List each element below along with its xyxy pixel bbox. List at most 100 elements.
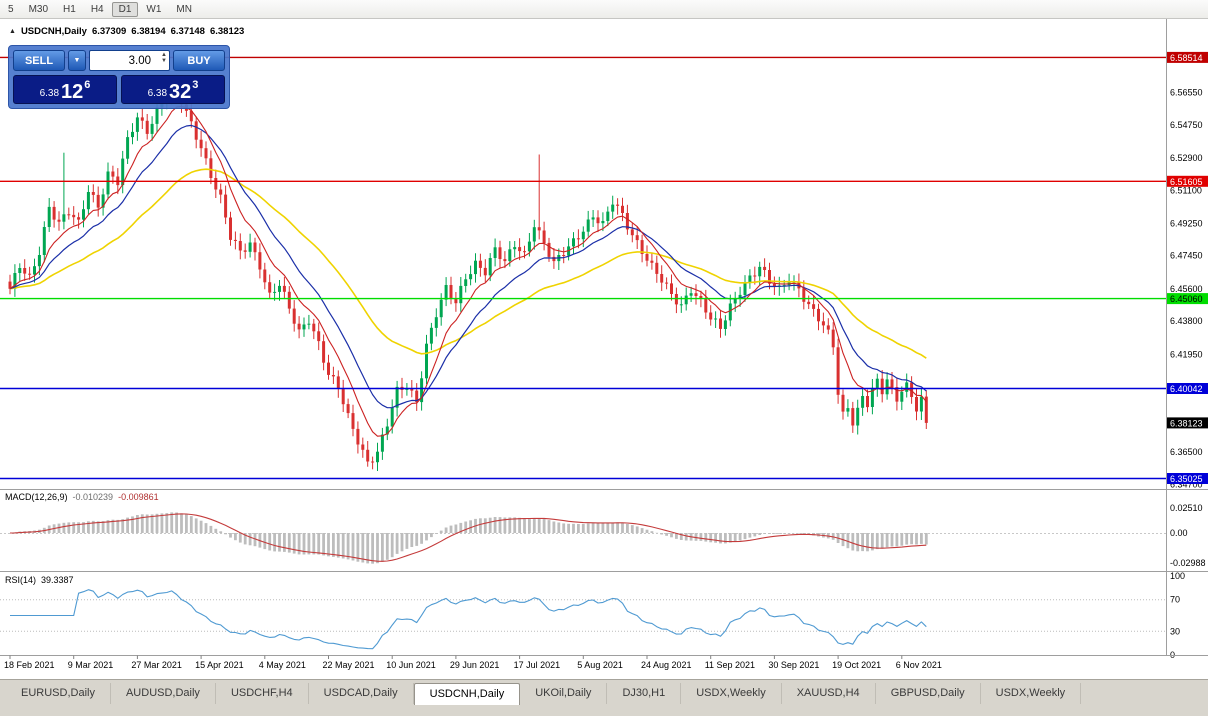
- buy-button[interactable]: BUY: [173, 50, 225, 71]
- tab-dj30-h1-6[interactable]: DJ30,H1: [607, 683, 682, 704]
- svg-text:9 Mar 2021: 9 Mar 2021: [68, 660, 114, 670]
- svg-text:6.58514: 6.58514: [1170, 53, 1203, 63]
- svg-text:6.36500: 6.36500: [1170, 447, 1203, 457]
- svg-text:6.43800: 6.43800: [1170, 316, 1203, 326]
- svg-text:6.51100: 6.51100: [1170, 185, 1202, 195]
- volume-input[interactable]: 3.00 ▲ ▼: [89, 50, 170, 71]
- svg-text:27 Mar 2021: 27 Mar 2021: [131, 660, 182, 670]
- rsi-indicator-label: RSI(14) 39.3387: [5, 575, 74, 585]
- tab-usdx-weekly-10[interactable]: USDX,Weekly: [981, 683, 1082, 704]
- svg-text:10 Jun 2021: 10 Jun 2021: [386, 660, 436, 670]
- tab-audusd-daily-1[interactable]: AUDUSD,Daily: [111, 683, 216, 704]
- svg-text:70: 70: [1170, 595, 1180, 605]
- trade-prices-row: 6.38 12 6 6.38 32 3: [13, 75, 225, 104]
- svg-text:6 Nov 2021: 6 Nov 2021: [896, 660, 942, 670]
- ohlc-low: 6.37148: [170, 26, 205, 37]
- timeframe-button-d1[interactable]: D1: [111, 1, 139, 17]
- timeframe-button-h1[interactable]: H1: [63, 3, 76, 15]
- svg-text:6.34700: 6.34700: [1170, 479, 1203, 489]
- svg-text:6.52900: 6.52900: [1170, 153, 1203, 163]
- volume-increase-button[interactable]: ▲: [161, 52, 167, 58]
- tab-ukoil-daily-5[interactable]: UKOil,Daily: [520, 683, 608, 704]
- sell-button[interactable]: SELL: [13, 50, 65, 71]
- svg-text:6.54750: 6.54750: [1170, 120, 1203, 130]
- svg-text:30 Sep 2021: 30 Sep 2021: [768, 660, 819, 670]
- rsi-panel-layer: 10070300: [0, 571, 1185, 660]
- rsi-label-text: RSI(14): [5, 575, 37, 585]
- chart-symbol-label: USDCNH,Daily: [20, 26, 87, 37]
- buy-price-display[interactable]: 6.38 32 3: [121, 75, 225, 104]
- svg-text:6.35025: 6.35025: [1170, 474, 1203, 484]
- macd-signal-value: -0.009861: [118, 492, 159, 502]
- svg-text:0.02510: 0.02510: [1170, 503, 1203, 513]
- chevron-down-icon: ▼: [73, 57, 81, 64]
- rsi-value: 39.3387: [41, 575, 74, 585]
- buy-price-main: 32: [169, 81, 192, 103]
- horizontal-levels-layer: [0, 56, 1166, 480]
- svg-text:-0.02988: -0.02988: [1170, 558, 1206, 568]
- svg-text:11 Sep 2021: 11 Sep 2021: [705, 660, 755, 670]
- svg-text:29 Jun 2021: 29 Jun 2021: [450, 660, 500, 670]
- svg-text:6.45060: 6.45060: [1170, 294, 1203, 304]
- one-click-trading-panel: SELL ▼ 3.00 ▲ ▼ BUY 6.38 12 6 6.38 32: [8, 45, 230, 109]
- sell-price-pip: 6: [84, 79, 91, 91]
- ohlc-high: 6.38194: [131, 26, 166, 37]
- svg-text:6.41950: 6.41950: [1170, 349, 1203, 359]
- svg-text:17 Jul 2021: 17 Jul 2021: [514, 660, 561, 670]
- tab-usdcnh-daily-4[interactable]: USDCNH,Daily: [413, 683, 521, 705]
- trade-controls-row: SELL ▼ 3.00 ▲ ▼ BUY: [13, 50, 225, 71]
- candles-layer: [8, 74, 928, 471]
- svg-text:6.51605: 6.51605: [1170, 177, 1203, 187]
- sell-price-main: 12: [61, 81, 84, 103]
- collapse-trading-panel-icon[interactable]: ▲: [9, 28, 16, 35]
- tab-usdchf-h4-2[interactable]: USDCHF,H4: [216, 683, 309, 704]
- timeframe-button-mn[interactable]: MN: [176, 3, 192, 15]
- svg-text:5 Aug 2021: 5 Aug 2021: [577, 660, 623, 670]
- volume-spinner: ▲ ▼: [161, 52, 167, 64]
- macd-indicator-label: MACD(12,26,9) -0.010239 -0.009861: [5, 492, 159, 502]
- svg-text:4 May 2021: 4 May 2021: [259, 660, 306, 670]
- tab-usdx-weekly-7[interactable]: USDX,Weekly: [681, 683, 782, 704]
- timeframe-button-5[interactable]: 5: [8, 3, 14, 15]
- buy-price-pip: 3: [192, 79, 199, 91]
- svg-text:18 Feb 2021: 18 Feb 2021: [4, 660, 55, 670]
- svg-text:6.45600: 6.45600: [1170, 284, 1203, 294]
- svg-text:6.56550: 6.56550: [1170, 88, 1203, 98]
- svg-text:24 Aug 2021: 24 Aug 2021: [641, 660, 692, 670]
- svg-text:0.00: 0.00: [1170, 528, 1188, 538]
- timeframe-toolbar: 5 M30 H1 H4 D1 W1 MN: [0, 0, 1208, 19]
- svg-text:22 May 2021: 22 May 2021: [323, 660, 375, 670]
- tab-usdcad-daily-3[interactable]: USDCAD,Daily: [309, 683, 414, 704]
- svg-text:6.49250: 6.49250: [1170, 218, 1203, 228]
- volume-value: 3.00: [128, 54, 151, 67]
- macd-main-value: -0.010239: [72, 492, 114, 502]
- macd-label-text: MACD(12,26,9): [5, 492, 68, 502]
- symbol-tabbar: EURUSD,Daily AUDUSD,Daily USDCHF,H4 USDCAD,…: [0, 679, 1208, 716]
- panel-separators-layer: [0, 18, 1208, 656]
- moving-averages-layer: [9, 105, 927, 437]
- ohlc-header: ▲ USDCNH,Daily 6.37309 6.38194 6.37148 6…: [9, 26, 244, 37]
- timeframe-button-h4[interactable]: H4: [90, 3, 104, 15]
- svg-text:100: 100: [1170, 571, 1185, 581]
- svg-text:19 Oct 2021: 19 Oct 2021: [832, 660, 881, 670]
- price-axis-layer: 6.56550 6.54750 6.52900 6.51100 6.49250 6.474…: [1167, 51, 1208, 489]
- sell-price-display[interactable]: 6.38 12 6: [13, 75, 117, 104]
- tab-xauusd-h4-8[interactable]: XAUUSD,H4: [782, 683, 876, 704]
- tab-eurusd-daily-0[interactable]: EURUSD,Daily: [6, 683, 111, 704]
- ohlc-open: 6.37309: [91, 26, 127, 37]
- svg-text:15 Apr 2021: 15 Apr 2021: [195, 660, 244, 670]
- svg-text:6.40042: 6.40042: [1170, 384, 1203, 394]
- svg-text:6.47450: 6.47450: [1170, 251, 1203, 261]
- ohlc-close: 6.38123: [209, 26, 245, 37]
- tab-gbpusd-daily-9[interactable]: GBPUSD,Daily: [876, 683, 981, 704]
- svg-text:6.38123: 6.38123: [1170, 418, 1203, 428]
- svg-text:30: 30: [1170, 626, 1180, 636]
- order-type-dropdown[interactable]: ▼: [68, 50, 86, 71]
- sell-price-prefix: 6.38: [39, 88, 60, 99]
- macd-panel-layer: 0.02510 0.00 -0.02988: [0, 503, 1206, 568]
- timeframe-button-w1[interactable]: W1: [146, 3, 162, 15]
- timeframe-button-m30[interactable]: M30: [28, 3, 49, 15]
- volume-decrease-button[interactable]: ▼: [161, 58, 167, 64]
- time-axis-layer: 18 Feb 2021 9 Mar 2021 27 Mar 2021 15 Apr 2…: [4, 655, 942, 670]
